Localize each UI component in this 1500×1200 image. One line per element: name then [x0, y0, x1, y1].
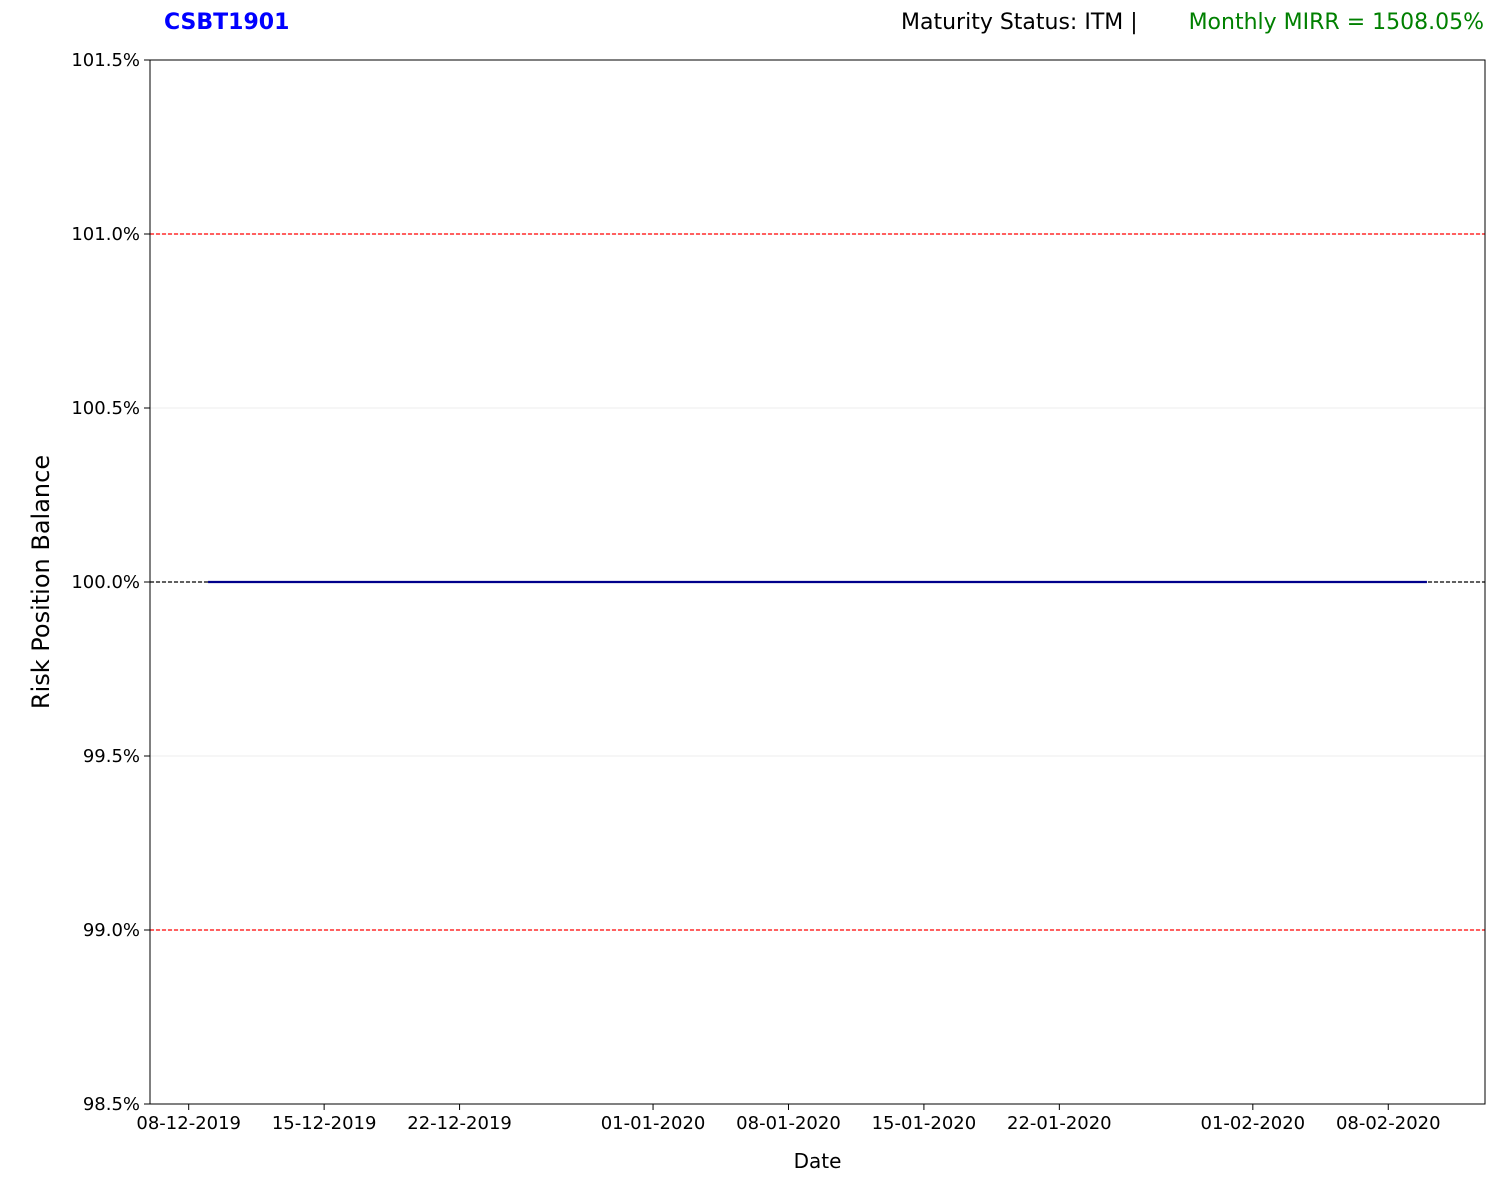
y-tick-label-6: 101.5% [71, 50, 140, 71]
x-tick-label-0: 08-12-2019 [136, 1113, 241, 1134]
x-tick-label-2: 22-12-2019 [407, 1113, 512, 1134]
ticker-title: CSBT1901 [164, 10, 290, 35]
y-tick-label-0: 98.5% [83, 1094, 140, 1115]
y-tick-label-2: 99.5% [83, 746, 140, 767]
x-tick-label-7: 01-02-2020 [1201, 1113, 1306, 1134]
x-tick-label-3: 01-01-2020 [601, 1113, 706, 1134]
x-tick-label-8: 08-02-2020 [1336, 1113, 1441, 1134]
monthly-mirr: Monthly MIRR = 1508.05% [1188, 10, 1484, 35]
y-tick-label-4: 100.5% [71, 398, 140, 419]
x-tick-label-5: 15-01-2020 [872, 1113, 977, 1134]
y-axis-label: Risk Position Balance [27, 455, 55, 709]
y-tick-label-5: 101.0% [71, 224, 140, 245]
maturity-status: Maturity Status: ITM | [901, 10, 1138, 35]
y-tick-label-1: 99.0% [83, 920, 140, 941]
y-tick-label-3: 100.0% [71, 572, 140, 593]
x-tick-label-4: 08-01-2020 [736, 1113, 841, 1134]
x-axis-label: Date [794, 1149, 842, 1173]
x-tick-label-1: 15-12-2019 [272, 1113, 377, 1134]
x-tick-label-6: 22-01-2020 [1007, 1113, 1112, 1134]
